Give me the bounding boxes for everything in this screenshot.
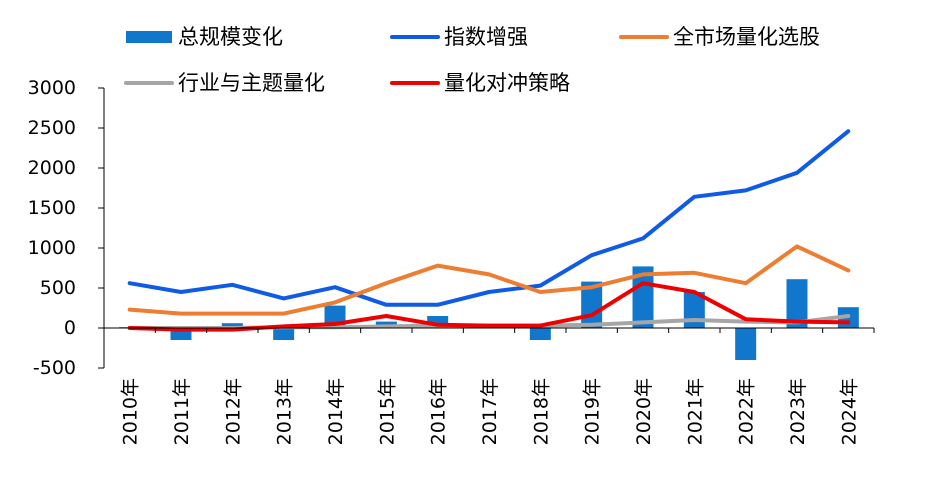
lines xyxy=(127,129,851,332)
legend-item: 指数增强 xyxy=(390,25,528,49)
x-tick-label: 2018年 xyxy=(530,378,552,445)
y-tick-label: 2000 xyxy=(28,157,76,179)
x-tick-label: 2011年 xyxy=(171,378,193,445)
legend-label: 指数增强 xyxy=(444,25,528,49)
legend-item: 全市场量化选股 xyxy=(619,25,820,49)
bar-2018年 xyxy=(529,328,551,340)
x-tick-label: 2015年 xyxy=(376,378,398,445)
x-tick-label: 2023年 xyxy=(787,378,809,445)
legend-item: 量化对冲策略 xyxy=(390,71,570,95)
legend-label: 行业与主题量化 xyxy=(178,71,325,95)
x-tick-label: 2020年 xyxy=(633,378,655,445)
x-tick-label: 2021年 xyxy=(684,378,706,445)
y-tick-label: 1000 xyxy=(28,237,76,259)
x-tick-label: 2022年 xyxy=(736,378,758,445)
x-tick-label: 2014年 xyxy=(325,378,347,445)
x-tick-label: 2010年 xyxy=(120,378,142,445)
axes: 3000 2500 2000 1500 1000 500 0 -500 2010年 2011年 20… xyxy=(28,77,875,445)
legend-item: 行业与主题量化 xyxy=(124,71,325,95)
bar-2020年 xyxy=(632,266,654,328)
line-series-1 xyxy=(127,244,851,316)
line-series-3 xyxy=(127,281,851,332)
x-tick-label: 2012年 xyxy=(222,378,244,445)
y-tick-label: 500 xyxy=(40,277,76,299)
bar-2012年 xyxy=(221,323,243,328)
y-tick-label: 3000 xyxy=(28,77,76,99)
legend-item: 总规模变化 xyxy=(126,25,283,49)
legend-label: 量化对冲策略 xyxy=(444,71,570,95)
x-tick-label: 2016年 xyxy=(428,378,450,445)
x-tick-label: 2024年 xyxy=(838,378,860,445)
x-tick-label: 2017年 xyxy=(479,378,501,445)
y-tick-label: 0 xyxy=(64,317,76,339)
bar-2022年 xyxy=(735,328,757,360)
y-tick-label: 2500 xyxy=(28,117,76,139)
x-tick-label: 2013年 xyxy=(274,378,296,445)
legend-swatch xyxy=(126,31,172,43)
line-series-0 xyxy=(127,129,851,307)
legend-label: 总规模变化 xyxy=(178,25,283,49)
bar-2023年 xyxy=(786,279,808,328)
legend-label: 全市场量化选股 xyxy=(673,25,820,49)
x-tick-label: 2019年 xyxy=(582,378,604,445)
bar-2013年 xyxy=(273,328,295,340)
y-tick-label: -500 xyxy=(33,357,76,379)
y-tick-label: 1500 xyxy=(28,197,76,219)
